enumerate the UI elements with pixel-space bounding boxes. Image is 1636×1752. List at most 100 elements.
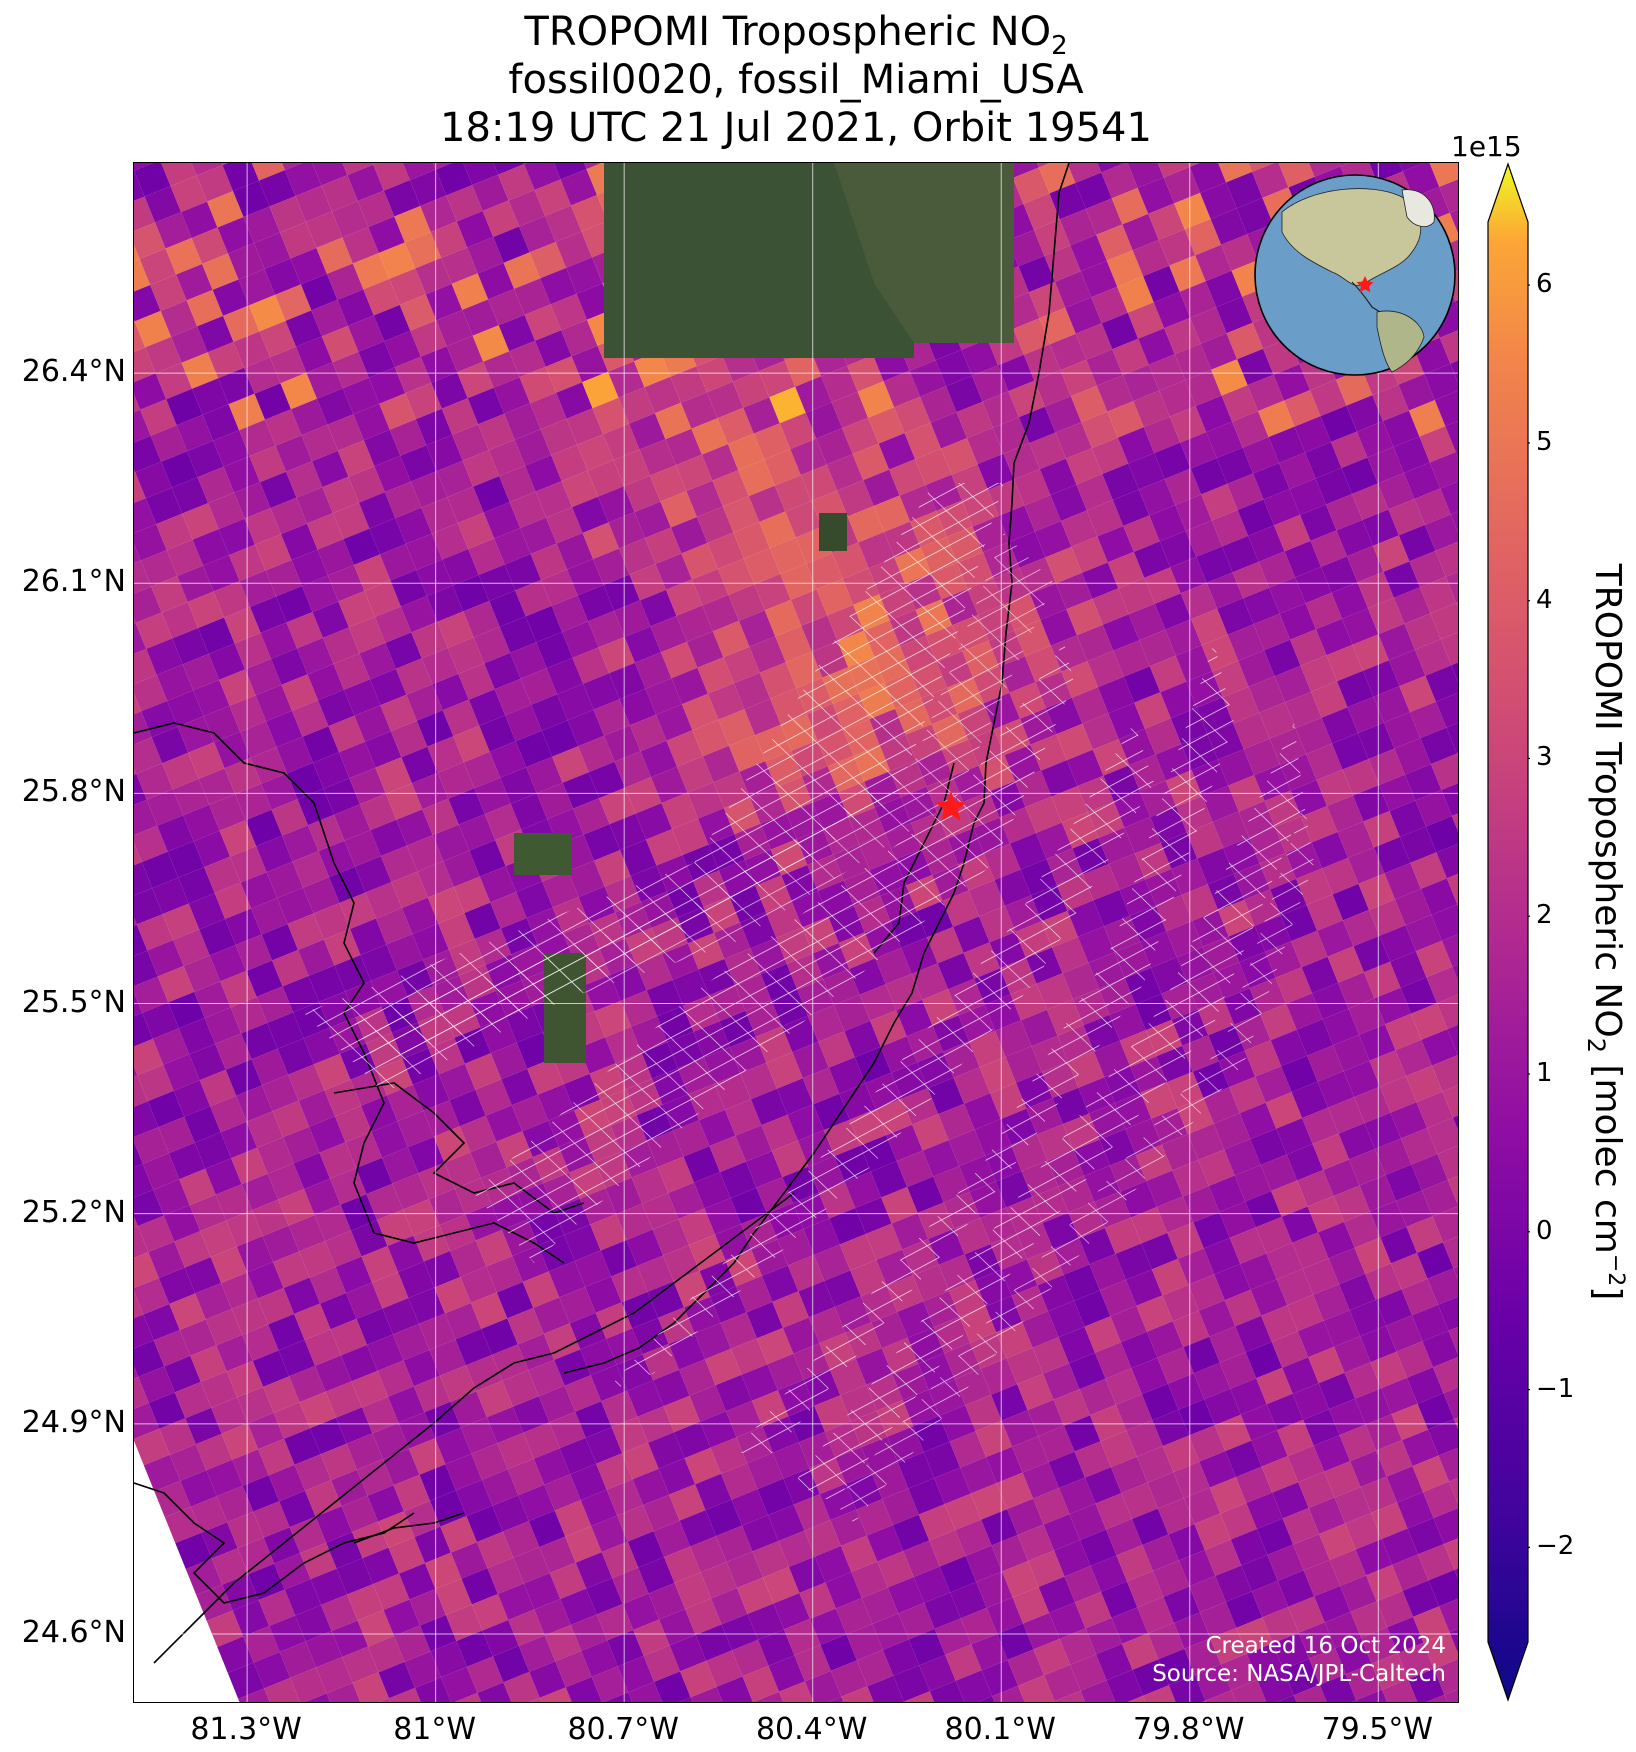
no2-pixel [960, 1607, 998, 1645]
no2-pixel [629, 564, 666, 601]
no2-pixel [268, 1314, 305, 1351]
no2-pixel [579, 1037, 616, 1074]
no2-pixel [265, 409, 302, 446]
no2-pixel [484, 803, 522, 841]
no2-pixel [1224, 1139, 1261, 1176]
no2-pixel [526, 756, 563, 794]
no2-pixel [684, 1447, 721, 1485]
no2-pixel [295, 185, 332, 222]
no2-pixel [524, 163, 561, 190]
no2-pixel [1174, 192, 1211, 230]
no2-pixel [691, 418, 728, 455]
no2-pixel [706, 381, 744, 419]
no2-pixel [455, 1479, 493, 1517]
no2-pixel [1200, 182, 1237, 219]
no2-pixel [915, 448, 952, 485]
no2-pixel [1317, 920, 1354, 957]
no2-pixel [1049, 333, 1087, 371]
no2-pixel [1426, 966, 1458, 1004]
no2-pixel [535, 330, 572, 367]
no2-pixel [1054, 1540, 1091, 1577]
no2-pixel [463, 601, 500, 638]
no2-pixel [433, 1126, 471, 1163]
no2-pixel [929, 1530, 966, 1567]
no2-pixel [1415, 790, 1452, 827]
no2-pixel [284, 1428, 321, 1465]
no2-pixel [342, 1646, 379, 1683]
no2-pixel [628, 1681, 663, 1702]
no2-pixel [1426, 1694, 1448, 1702]
no2-pixel [1349, 1299, 1386, 1337]
no2-pixel [300, 273, 338, 311]
no2-pixel [657, 1156, 694, 1194]
no2-pixel [486, 1256, 523, 1293]
no2-pixel [613, 449, 650, 487]
no2-pixel [1122, 213, 1159, 251]
no2-pixel [883, 370, 921, 408]
no2-pixel [1347, 696, 1384, 734]
no2-pixel [1169, 406, 1207, 443]
no2-pixel [320, 1293, 357, 1330]
no2-pixel [1363, 811, 1400, 848]
no2-pixel [402, 163, 436, 181]
no2-pixel [661, 792, 698, 830]
no2-pixel [1247, 374, 1284, 412]
no2-pixel [639, 439, 676, 476]
no2-pixel [1293, 1534, 1330, 1571]
no2-pixel [425, 1552, 462, 1589]
no2-pixel [229, 695, 267, 732]
no2-pixel [1445, 420, 1458, 452]
no2-pixel [689, 1234, 726, 1271]
no2-pixel [637, 1255, 674, 1292]
no2-pixel [200, 1371, 238, 1408]
no2-pixel [391, 871, 428, 908]
no2-pixel [1238, 650, 1275, 687]
no2-pixel [1099, 1279, 1137, 1317]
no2-pixel [629, 413, 666, 450]
no2-pixel [245, 809, 283, 847]
no2-pixel [660, 491, 697, 528]
no2-pixel [367, 1485, 404, 1522]
no2-pixel [1399, 826, 1437, 863]
no2-pixel [380, 694, 417, 732]
no2-pixel [1404, 613, 1441, 650]
no2-pixel [726, 1551, 763, 1588]
no2-pixel [909, 360, 946, 397]
no2-pixel [617, 1655, 655, 1693]
no2-pixel [192, 529, 230, 566]
no2-pixel [400, 596, 438, 633]
no2-pixel [1128, 453, 1165, 490]
no2-pixel [559, 1437, 597, 1475]
no2-pixel [795, 376, 832, 413]
no2-pixel [1187, 163, 1200, 167]
no2-pixel [1265, 1092, 1303, 1129]
no2-pixel [878, 433, 916, 470]
no2-pixel [1353, 785, 1390, 822]
no2-pixel [165, 238, 203, 275]
no2-pixel [1380, 1076, 1417, 1113]
no2-pixel [887, 1577, 925, 1614]
no2-pixel [1271, 1331, 1309, 1368]
no2-map-panel[interactable]: Created 16 Oct 2024 Source: NASA/JPL-Cal… [133, 162, 1459, 1703]
no2-pixel [453, 725, 490, 763]
no2-pixel [1402, 1580, 1439, 1617]
no2-pixel [335, 1105, 372, 1143]
no2-pixel [210, 1246, 248, 1283]
no2-pixel [918, 1504, 956, 1541]
no2-pixel [244, 508, 281, 545]
no2-pixel [134, 842, 142, 866]
no2-pixel [1165, 619, 1202, 656]
no2-pixel [134, 737, 163, 774]
no2-pixel [394, 356, 432, 394]
no2-pixel [780, 563, 817, 600]
land-patch-small-1 [819, 513, 847, 551]
no2-pixel [1286, 1144, 1324, 1181]
no2-pixel [1134, 692, 1171, 729]
no2-pixel [1080, 260, 1118, 298]
no2-pixel [1018, 255, 1055, 293]
no2-pixel [342, 163, 374, 176]
no2-pixel [1050, 484, 1087, 521]
no2-pixel [377, 1360, 414, 1397]
no2-pixel [1417, 1242, 1454, 1279]
no2-pixel [588, 761, 626, 799]
